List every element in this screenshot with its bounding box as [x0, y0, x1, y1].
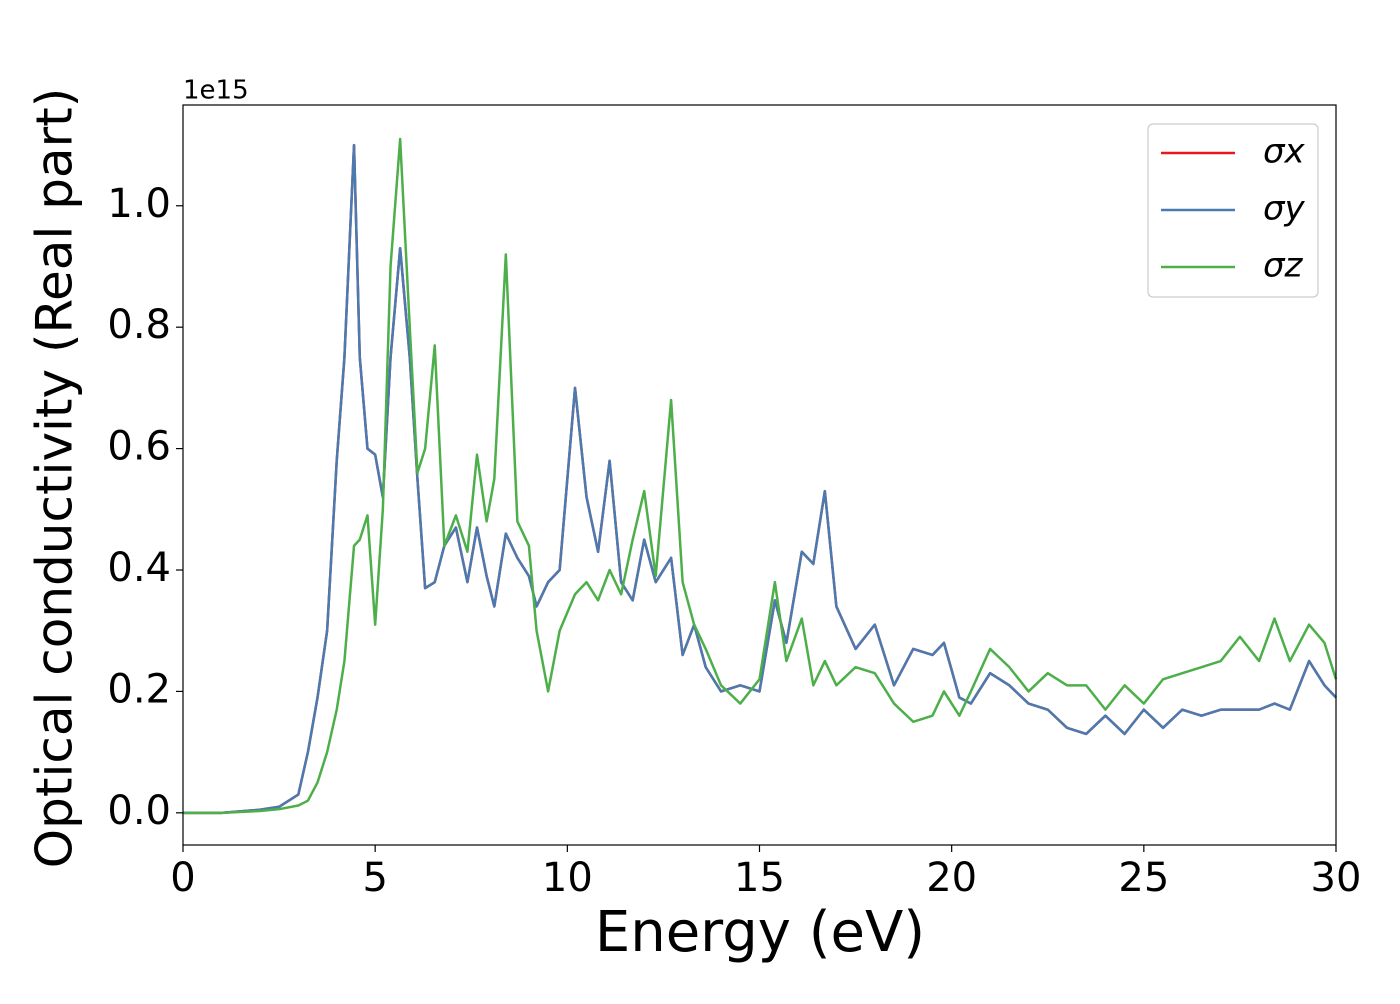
y-tick-label: 1.0: [107, 181, 171, 227]
x-axis-label: Energy (eV): [595, 900, 925, 965]
y-tick-label: 0.6: [107, 424, 171, 470]
x-tick-label: 30: [1311, 855, 1362, 901]
x-tick-label: 0: [170, 855, 195, 901]
legend-label: σz: [1263, 246, 1304, 286]
x-tick-label: 25: [1118, 855, 1169, 901]
y-offset-label: 1e15: [183, 76, 249, 106]
plot-frame: [182, 104, 1337, 846]
y-axis-label: Optical conductivity (Real part): [26, 88, 84, 869]
legend-label: σx: [1263, 132, 1306, 172]
series-line: [183, 143, 1337, 815]
y-tick-label: 0.0: [107, 788, 171, 834]
x-tick-label: 15: [734, 855, 785, 901]
x-tick-label: 20: [926, 855, 977, 901]
legend-label: σy: [1263, 189, 1306, 229]
y-tick-label: 0.4: [107, 545, 171, 591]
y-tick-label: 0.2: [107, 666, 171, 712]
x-tick-label: 5: [362, 855, 387, 901]
x-tick-label: 10: [542, 855, 593, 901]
y-tick-label: 0.8: [107, 302, 171, 348]
series-line: [183, 137, 1338, 815]
